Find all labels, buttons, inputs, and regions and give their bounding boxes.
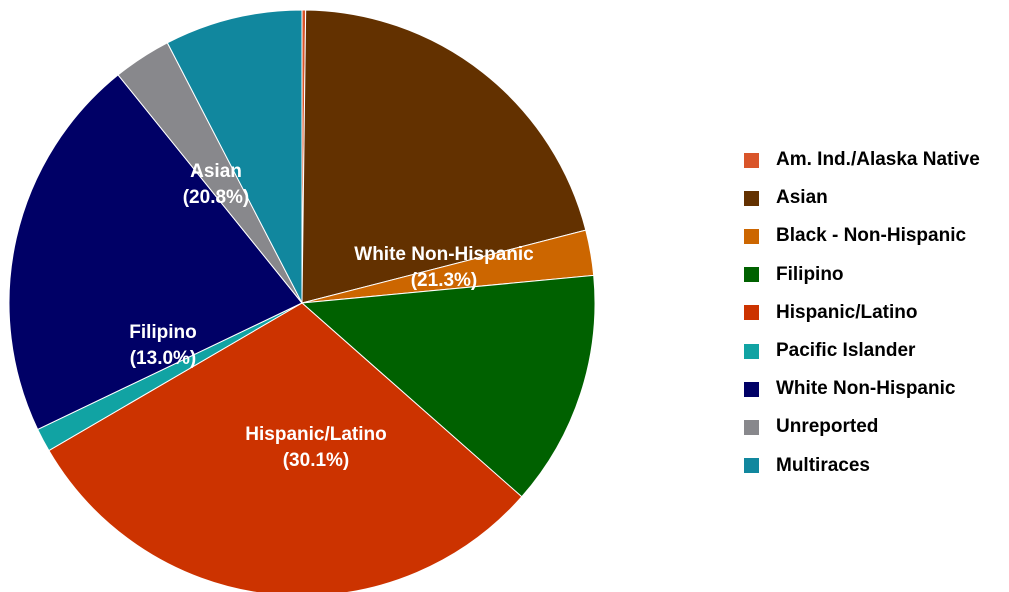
legend-label: Multiraces	[776, 454, 870, 476]
legend-label: White Non-Hispanic	[776, 378, 956, 400]
legend-item-multiraces: Multiraces	[744, 447, 1006, 485]
legend-swatch	[744, 228, 759, 244]
legend-swatch	[744, 267, 759, 283]
legend-swatch	[744, 381, 759, 397]
legend-label: Hispanic/Latino	[776, 301, 918, 323]
slice-asian	[301, 9, 587, 304]
legend-label: Black - Non-Hispanic	[776, 225, 967, 247]
data-label-white-non-hispanic: White Non-Hispanic (21.3%)	[354, 244, 534, 291]
legend-item-black-non-hispanic: Black - Non-Hispanic	[744, 217, 1006, 255]
legend-swatch	[744, 305, 759, 321]
legend-label: Unreported	[776, 416, 879, 438]
legend-swatch	[744, 458, 759, 474]
data-label-asian: Asian (20.8%)	[183, 161, 250, 208]
legend-swatch	[744, 419, 759, 435]
legend-item-unreported: Unreported	[744, 408, 1006, 446]
legend-swatch	[744, 343, 759, 359]
legend-item-am-ind-alaska-native: Am. Ind./Alaska Native	[744, 141, 1006, 179]
pie-data-labels: Asian (20.8%) Filipino (13.0%) Hispanic/Lati…	[129, 161, 534, 471]
pie-slices	[8, 9, 596, 592]
legend-label: Pacific Islander	[776, 340, 916, 362]
legend-swatch	[744, 152, 759, 168]
legend-swatch	[744, 190, 759, 206]
data-label-filipino: Filipino (13.0%)	[129, 322, 197, 369]
legend-item-hispanic-latino: Hispanic/Latino	[744, 294, 1006, 332]
slice-filipino	[300, 274, 596, 498]
data-label-hispanic-latino: Hispanic/Latino (30.1%)	[245, 424, 386, 471]
slice-multiraces	[166, 9, 303, 304]
slice-white-non-hispanic	[8, 74, 303, 431]
legend-item-filipino: Filipino	[744, 256, 1006, 294]
legend-label: Am. Ind./Alaska Native	[776, 149, 980, 171]
legend-label: Filipino	[776, 263, 844, 285]
slice-hispanic-latino	[48, 302, 523, 592]
legend-item-white-non-hispanic: White Non-Hispanic	[744, 370, 1006, 408]
legend-label: Asian	[776, 187, 828, 209]
legend: Am. Ind./Alaska Native Asian Black - Non-H…	[744, 141, 1006, 485]
legend-item-pacific-islander: Pacific Islander	[744, 332, 1006, 370]
legend-item-asian: Asian	[744, 179, 1006, 217]
